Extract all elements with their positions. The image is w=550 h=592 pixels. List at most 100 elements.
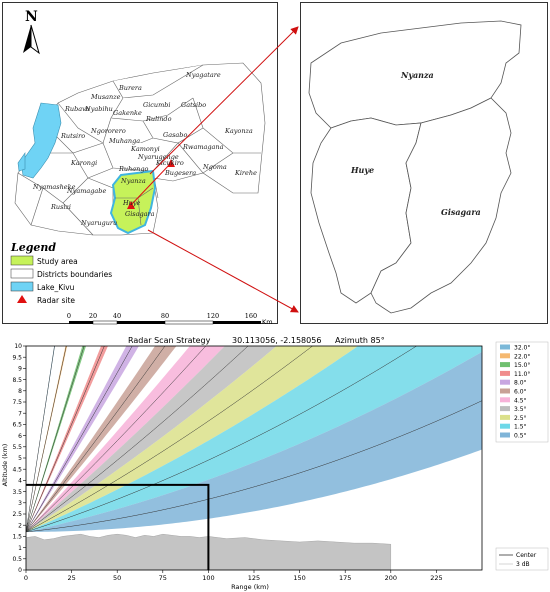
district-label: Ngororero: [90, 127, 126, 135]
legend-title: Legend: [10, 241, 56, 254]
district-label: Ruhango: [118, 165, 148, 173]
highlight-box: [26, 483, 210, 570]
district-label: Kamonyi: [130, 145, 160, 153]
inset-label: Huye: [350, 165, 374, 175]
y-tick-label: 0.5: [12, 556, 22, 563]
y-tick-label: 7.5: [12, 399, 22, 406]
y-tick-label: 9.5: [12, 354, 22, 361]
legend-item-label: Radar site: [37, 296, 75, 305]
chart-title-right: Azimuth 85°: [335, 336, 385, 345]
scale-tick-label: 0: [67, 312, 71, 320]
legend-label: 15.0°: [514, 362, 530, 369]
beam-center-line: [26, 346, 105, 533]
radar-scan-chart: 0 25 50 75 100 125 150 175 200 22500.511.522.533.…: [1, 336, 549, 591]
district-label: Kicukiro: [155, 159, 184, 167]
chart-title-center: 30.113056, -2.158056: [232, 336, 321, 345]
legend-swatch: [500, 423, 510, 429]
district-label: Kirehe: [234, 169, 257, 177]
district-label: Nyamasheke: [32, 183, 76, 191]
legend-item-label: Study area: [37, 257, 78, 266]
inset-map-svg: Nyanza Huye Gisagara: [308, 20, 522, 314]
legend-label: 22.0°: [514, 353, 530, 360]
y-tick-label: 6.5: [12, 422, 22, 429]
district-label: Gasabo: [163, 131, 187, 139]
x-tick-label: 225: [430, 574, 442, 582]
legend-swatch: [500, 388, 510, 394]
x-tick-label: 100: [202, 574, 214, 582]
lake-kivu: [20, 102, 62, 179]
district-label: Nyagatare: [185, 71, 221, 79]
district-label: Gakenke: [113, 109, 142, 117]
district-label: Kayonza: [224, 127, 253, 135]
legend-item-label: Lake_Kivu: [37, 283, 75, 292]
elevation-legend: 32.0°22.0° 15.0° 11.0° 8.0° 6.0°4.5° 3.5° 2.5°…: [495, 341, 549, 443]
district-label: Rusizi: [50, 203, 71, 211]
study-area-inset-map: Nyanza Huye Gisagara: [300, 2, 548, 324]
scale-unit: Km: [262, 318, 273, 325]
y-tick-label: 0: [18, 567, 22, 574]
y-tick-label: 10: [14, 343, 22, 350]
beam-center-line: [26, 346, 166, 533]
north-arrow-icon: [23, 24, 40, 55]
y-tick-label: 4: [18, 478, 22, 485]
y-tick-label: 5: [18, 455, 22, 462]
map-legend: Study area Districts boundaries Lake_Kiv…: [10, 255, 112, 305]
district-map-svg: N: [10, 9, 273, 326]
district-label: Gicumbi: [143, 101, 171, 109]
legend-swatch: [500, 344, 510, 350]
legend-swatch: [500, 370, 510, 376]
beam-center-line: [26, 400, 482, 533]
beam-center-line: [26, 346, 207, 533]
district-label: Rwamagana: [182, 143, 224, 151]
district-label: Burera: [118, 84, 142, 92]
line-style-legend: Center 3 dB: [495, 547, 549, 571]
y-tick-label: 3.5: [12, 489, 22, 496]
legend-swatch: [500, 432, 510, 438]
x-tick-label: 175: [339, 574, 351, 582]
chart-title-left: Radar Scan Strategy: [128, 336, 211, 345]
y-axis-label: Altitude (km): [1, 444, 9, 487]
y-tick-label: 1.5: [12, 534, 22, 541]
district-label: Rubavu: [64, 105, 90, 113]
study-area: [109, 169, 157, 235]
x-tick-label: 25: [67, 574, 75, 582]
y-tick-label: 3: [18, 500, 22, 507]
district-label: Rutsiro: [60, 132, 85, 140]
line-legend-label: Center: [516, 552, 537, 559]
legend-swatch: [500, 397, 510, 403]
scale-tick-label: 80: [161, 312, 169, 320]
x-tick-label: 150: [293, 574, 305, 582]
district-label: Ngoma: [202, 163, 227, 171]
beam-center-line: [26, 346, 133, 533]
legend-label: 3.5°: [514, 406, 527, 413]
y-tick-label: 5.5: [12, 444, 22, 451]
legend-swatch: [500, 414, 510, 420]
legend-label: 4.5°: [514, 397, 527, 404]
axes-layer: 0 25 50 75 100 125 150 175 200 22500.511.522.533.…: [12, 343, 442, 582]
x-tick-label: 75: [159, 574, 167, 582]
district-gisagara: [370, 97, 512, 314]
inset-label: Gisagara: [441, 207, 481, 217]
x-tick-label: 125: [248, 574, 260, 582]
highlight-box-layer: [26, 483, 210, 570]
legend-label: 2.5°: [514, 415, 527, 422]
legend-label: 11.0°: [514, 371, 530, 378]
district-label: Nyaruguru: [80, 219, 117, 227]
x-tick-label: 50: [113, 574, 121, 582]
district-label: Rulindo: [145, 115, 172, 123]
district-label: Gisagara: [125, 210, 155, 218]
x-axis-label: Range (km): [231, 583, 269, 591]
legend-label: 0.5°: [514, 433, 527, 440]
district-label: Nyamagabe: [66, 187, 106, 195]
x-tick-label: 0: [24, 574, 28, 582]
y-tick-label: 2: [18, 522, 22, 529]
scale-tick-label: 20: [89, 312, 97, 320]
scale-tick-label: 40: [113, 312, 121, 320]
y-tick-label: 8: [18, 388, 22, 395]
legend-item-label: Districts boundaries: [37, 270, 112, 279]
north-label: N: [25, 9, 38, 25]
district-label: Karongi: [70, 159, 97, 167]
legend-swatch: [500, 353, 510, 359]
legend-label: 1.5°: [514, 424, 527, 431]
district-label: Muhanga: [108, 137, 140, 145]
